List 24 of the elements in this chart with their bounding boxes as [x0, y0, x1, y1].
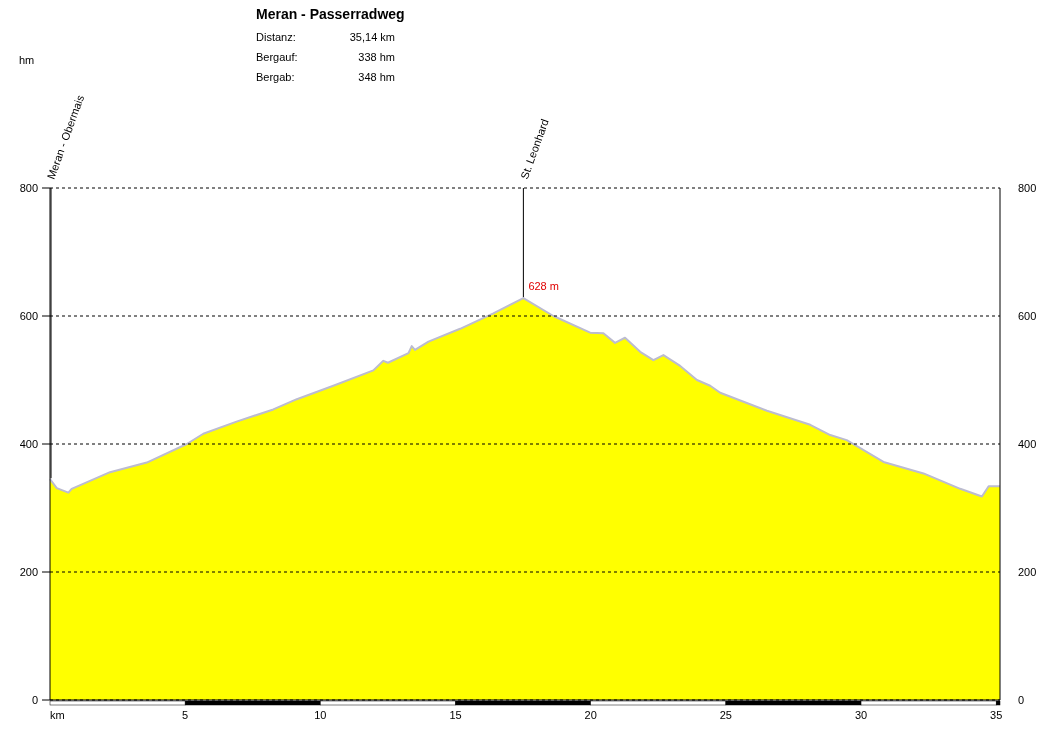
- y-tick-label: 0: [31, 694, 38, 706]
- text: Bergab: 348 hm: [256, 71, 395, 83]
- x-tick-label: 35: [990, 709, 1003, 721]
- x-tick-label: 30: [854, 709, 868, 721]
- x-axis-title: km: [50, 709, 65, 721]
- x-tick-label: 25: [719, 709, 732, 721]
- x-tick-label: 10: [314, 709, 327, 721]
- y-tick-label: 600: [19, 310, 38, 322]
- y2-tick-label: 0: [1018, 694, 1025, 706]
- annotation: 628 m: [528, 280, 559, 293]
- x-tick-label: 5: [182, 709, 189, 721]
- chart-title: Meran - Passerradweg: [256, 6, 405, 22]
- text: hm: [19, 54, 35, 66]
- y2-tick-label: 200: [1018, 566, 1037, 578]
- y2-tick-label: 800: [1018, 182, 1037, 194]
- text: Distanz: 35,14 km: [256, 31, 395, 43]
- x-tick-label: 20: [584, 709, 597, 721]
- y-tick-label: 400: [19, 438, 38, 450]
- x-tick-label: 15: [449, 709, 462, 721]
- y2-tick-label: 400: [1018, 438, 1037, 450]
- text: Bergauf: 338 hm: [256, 51, 395, 63]
- y2-tick-label: 600: [1018, 310, 1037, 322]
- y-tick-label: 200: [19, 566, 38, 578]
- y-tick-label: 800: [19, 182, 38, 194]
